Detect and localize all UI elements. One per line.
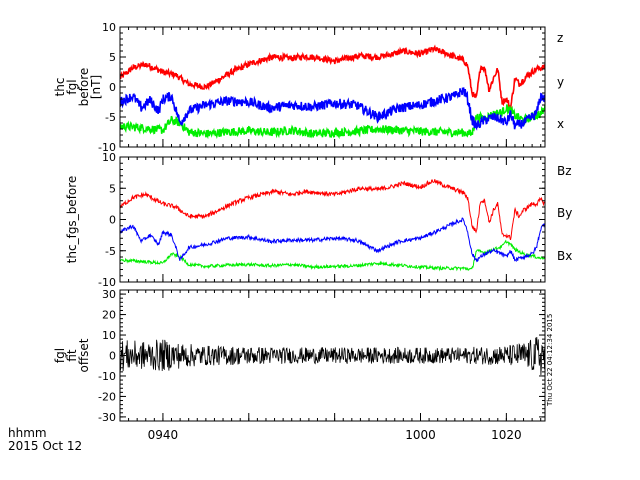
y-axis-label-line: fgl: [65, 79, 79, 94]
y-tick-label: -10: [98, 141, 116, 154]
legend-label-0-0: z: [557, 31, 563, 45]
y-tick-label: -5: [105, 245, 116, 258]
timestamp-label: Thu Oct 22 04:12:34 2015: [546, 314, 554, 407]
series-line-0-2: [120, 87, 545, 131]
y-tick-label: 10: [102, 151, 116, 164]
series-line-0-1: [120, 104, 545, 140]
y-axis-label-line: offset: [77, 338, 91, 372]
y-tick-label: 5: [109, 182, 116, 195]
y-tick-label: 10: [102, 329, 116, 342]
legend-label-1-1: By: [557, 206, 572, 220]
y-axis-label-line: thc_fgs_before: [65, 176, 79, 264]
legend-label-1-0: Bz: [557, 164, 572, 178]
y-tick-label: -10: [98, 276, 116, 289]
y-axis-label-line: [nT]: [89, 75, 103, 99]
series-line-0-0: [120, 44, 545, 111]
x-tick-label: 0940: [148, 428, 179, 442]
axes-layer: -10-50510thcfglbefore[nT]-10-50510thc_fg…: [53, 21, 546, 442]
y-tick-label: 10: [102, 21, 116, 34]
x-tick-label: 1020: [491, 428, 522, 442]
y-axis-label-line: before: [77, 68, 91, 107]
y-tick-label: 5: [109, 51, 116, 64]
series-line-2-0: [120, 336, 545, 376]
series-line-1-2: [120, 217, 545, 263]
y-tick-label: 0: [109, 350, 116, 363]
y-tick-label: 20: [102, 309, 116, 322]
y-tick-label: -30: [98, 411, 116, 424]
panel-frame-1: [119, 156, 546, 283]
y-tick-label: 0: [109, 81, 116, 94]
y-tick-label: 30: [102, 288, 116, 301]
y-tick-label: 0: [109, 214, 116, 227]
y-tick-label: -5: [105, 111, 116, 124]
y-axis-label-line: fit: [65, 349, 79, 362]
series-line-1-1: [120, 239, 545, 272]
y-axis-label-line: thc: [53, 78, 67, 97]
x-tick-label: 1000: [405, 428, 436, 442]
footer-date: 2015 Oct 12: [8, 439, 82, 453]
footer-hhmm: hhmm: [8, 426, 47, 440]
y-axis-label-line: fgl: [53, 348, 67, 363]
legend-label-0-1: y: [557, 75, 564, 89]
legend-label-1-2: Bx: [557, 249, 572, 263]
y-tick-label: -20: [98, 390, 116, 403]
series-line-1-0: [120, 179, 545, 241]
y-tick-label: -10: [98, 370, 116, 383]
data-layer: z y x Bz By Bx: [120, 31, 572, 376]
legend-label-0-2: x: [557, 117, 564, 131]
